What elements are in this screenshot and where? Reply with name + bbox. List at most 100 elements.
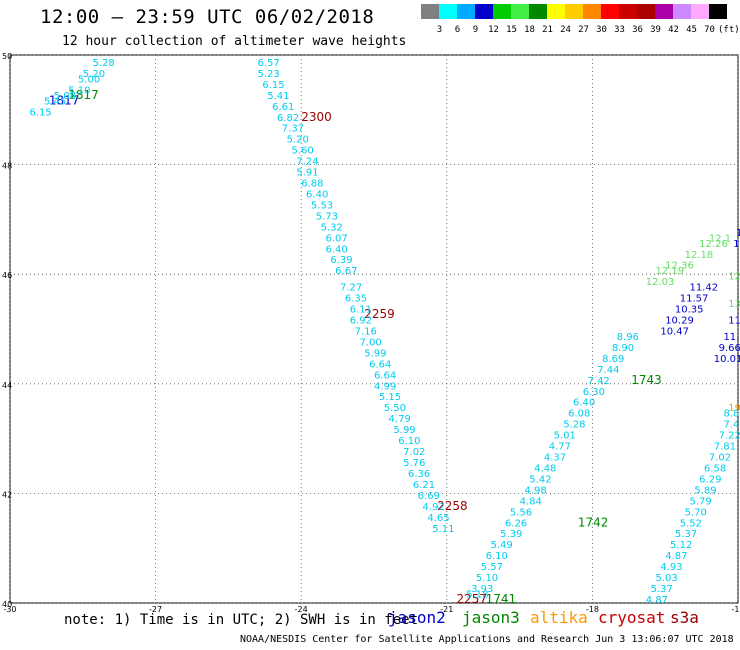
- scale-label: 18: [524, 25, 535, 35]
- scale-swatch: [691, 4, 709, 19]
- wave-height-label: 5.11: [432, 524, 454, 535]
- scale-swatch: [457, 4, 475, 19]
- wave-height-label: 11.14: [723, 332, 740, 343]
- legend-note: note: 1) Time is in UTC; 2) SWH is in fe…: [64, 612, 419, 628]
- wave-height-label: 5.10: [68, 85, 90, 96]
- wave-height-label: 6.58: [704, 463, 726, 474]
- wave-height-label: 7.16: [355, 326, 377, 337]
- legend-s3a: s3a: [670, 608, 699, 627]
- scale-label: 15: [506, 25, 517, 35]
- pass-time-label: 1742: [578, 515, 609, 529]
- wave-height-label: 5.01: [554, 431, 576, 442]
- scale-swatch: [601, 4, 619, 19]
- wave-height-label: 4.98: [524, 485, 546, 496]
- wave-height-label: 5.28: [93, 58, 115, 69]
- wave-height-label: 1: [736, 228, 740, 239]
- wave-height-label: 8.69: [602, 354, 624, 365]
- wave-height-label: 11.: [733, 239, 740, 250]
- wave-height-label: 3.93: [471, 584, 493, 595]
- wave-height-label: 5.18: [466, 590, 488, 601]
- wave-height-label: 6.67: [335, 266, 357, 277]
- wave-height-label: 12.26: [699, 239, 728, 250]
- wave-height-label: 5.23: [258, 69, 280, 80]
- wave-height-label: 4.84: [520, 496, 542, 507]
- legend-altika: altika: [530, 608, 588, 627]
- wave-height-label: 4.87: [646, 595, 668, 606]
- wave-height-label: 6.39: [330, 255, 352, 266]
- wave-height-label: 5.99: [364, 348, 386, 359]
- lat-tick-label: 46: [2, 271, 12, 280]
- pass-time-label: 2257: [457, 592, 488, 606]
- wave-height-label: 5.89: [694, 485, 716, 496]
- wave-height-label: 5.41: [267, 91, 289, 102]
- wave-height-label: 5.49: [490, 540, 512, 551]
- wave-height-label: 6.11: [350, 305, 372, 316]
- pass-time-label: 2300: [301, 110, 332, 124]
- lon-tick-label: -24: [295, 605, 308, 614]
- wave-height-label: 6.69: [418, 491, 440, 502]
- legend-jason2: jason2: [388, 608, 446, 627]
- scale-label: 33: [614, 25, 625, 35]
- scale-swatch: [511, 4, 529, 19]
- wave-height-label: 6.21: [413, 480, 435, 491]
- scale-label: 70: [704, 25, 715, 35]
- wave-height-label: 5.60: [291, 146, 313, 157]
- wave-height-label: 5.39: [500, 529, 522, 540]
- wave-height-label: 6.40: [306, 189, 328, 200]
- lat-tick-label: 44: [2, 381, 12, 390]
- wave-height-label: 13.: [728, 299, 740, 310]
- wave-height-label: 6.10: [398, 436, 420, 447]
- wave-height-label: 5.12: [670, 540, 692, 551]
- wave-height-label: 6.61: [272, 102, 294, 113]
- wave-height-label: 5.37: [675, 529, 697, 540]
- scale-swatch: [619, 4, 637, 19]
- scale-label: 21: [542, 25, 553, 35]
- wave-height-label: 12.18: [685, 250, 714, 261]
- wave-height-label: 5.52: [680, 518, 702, 529]
- wave-height-label: 4.87: [665, 551, 687, 562]
- wave-height-label: 5.70: [685, 507, 707, 518]
- wave-height-label: 4.92: [423, 502, 445, 513]
- wave-height-label: 5.57: [481, 562, 503, 573]
- wave-height-label: 11.4: [728, 316, 740, 327]
- wave-height-label: 5.99: [393, 425, 415, 436]
- scale-swatch: [493, 4, 511, 19]
- scale-swatch: [475, 4, 493, 19]
- scale-swatch: [529, 4, 547, 19]
- wave-height-label: 6.26: [505, 518, 527, 529]
- wave-height-label: 5.15: [379, 392, 401, 403]
- wave-height-label: 6.36: [408, 469, 430, 480]
- wave-height-label: 5.20: [83, 69, 105, 80]
- wave-height-label: 6.07: [325, 233, 347, 244]
- wave-height-label: 6.30: [583, 387, 605, 398]
- wave-height-label: 6.40: [573, 398, 595, 409]
- wave-height-label: 5.20: [287, 135, 309, 146]
- scale-label: 45: [686, 25, 697, 35]
- scale-label: 27: [578, 25, 589, 35]
- scale-swatch: [655, 4, 673, 19]
- wave-height-label: 5.37: [651, 584, 673, 595]
- wave-height-label: 4.93: [660, 562, 682, 573]
- scale-label: 12: [488, 25, 499, 35]
- wave-height-label: 5.79: [689, 496, 711, 507]
- pass-time-label: 2259: [364, 307, 395, 321]
- scale-label: 39: [650, 25, 661, 35]
- pass-time-label: 1741: [486, 592, 517, 606]
- wave-height-label: 8.90: [612, 343, 634, 354]
- wave-height-label: 6.92: [350, 316, 372, 327]
- scale-label: 42: [668, 25, 679, 35]
- wave-height-label: 6.29: [699, 474, 721, 485]
- lat-tick-label: 42: [2, 490, 12, 499]
- wave-height-label: 5.28: [563, 420, 585, 431]
- wave-height-label: 10.29: [665, 316, 694, 327]
- lon-tick-label: -30: [3, 605, 16, 614]
- lat-tick-label: 48: [2, 162, 12, 171]
- wave-height-label: 11.57: [680, 294, 709, 305]
- wave-height-label: 11.42: [689, 283, 718, 294]
- wave-height-label: 10.01: [714, 354, 740, 365]
- wave-height-label: 7.24: [296, 157, 318, 168]
- wave-height-label: 5.08: [54, 91, 76, 102]
- wave-height-label: 4.65: [427, 513, 449, 524]
- wave-height-label: 5.91: [296, 168, 318, 179]
